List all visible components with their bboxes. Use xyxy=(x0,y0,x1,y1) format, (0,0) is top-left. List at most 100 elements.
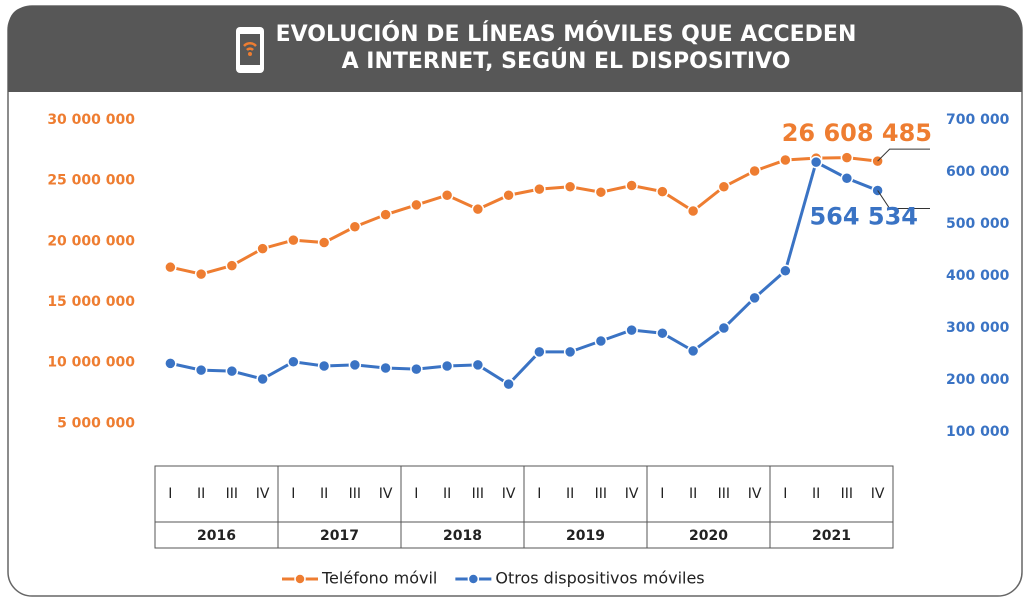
point xyxy=(563,345,577,359)
y-tick-label: 25 000 000 xyxy=(47,173,135,189)
x-tick-label: III xyxy=(841,486,853,502)
x-tick-label: III xyxy=(718,486,730,502)
title-line: EVOLUCIÓN DE LÍNEAS MÓVILES QUE ACCEDEN xyxy=(276,21,857,47)
point xyxy=(656,326,669,340)
year-label: 2019 xyxy=(566,528,605,544)
x-tick-label: II xyxy=(689,486,697,502)
point xyxy=(471,202,485,216)
point xyxy=(563,180,577,193)
x-tick-label: I xyxy=(414,486,418,502)
point xyxy=(533,345,546,359)
point xyxy=(287,233,300,247)
x-tick-label: III xyxy=(472,486,484,502)
x-tick-label: IV xyxy=(625,486,639,502)
legend-marker xyxy=(294,573,306,585)
x-tick-label: IV xyxy=(502,486,516,502)
point xyxy=(656,185,669,198)
x-tick-label: II xyxy=(812,486,820,502)
year-label: 2016 xyxy=(197,528,236,544)
phone-icon xyxy=(236,27,264,73)
x-tick-label: IV xyxy=(871,486,885,502)
point xyxy=(748,291,761,305)
x-tick-label: I xyxy=(291,486,295,502)
y2-tick-label: 500 000 xyxy=(946,216,1010,232)
x-tick-label: I xyxy=(783,486,787,502)
legend-marker xyxy=(467,573,480,585)
point xyxy=(348,358,362,372)
x-tick-label: III xyxy=(349,486,361,502)
point xyxy=(625,323,638,337)
x-tick-label: II xyxy=(443,486,451,502)
value-label: 564 534 xyxy=(809,202,918,230)
point xyxy=(410,198,423,212)
point xyxy=(533,182,546,196)
point xyxy=(379,208,392,221)
point xyxy=(256,242,269,255)
point xyxy=(348,220,362,234)
point xyxy=(717,321,731,335)
y-tick-label: 20 000 000 xyxy=(47,233,135,249)
point xyxy=(471,358,485,372)
x-tick-label: III xyxy=(595,486,607,502)
x-tick-label: II xyxy=(320,486,328,502)
point xyxy=(317,359,331,373)
point xyxy=(594,185,608,199)
callout-line xyxy=(877,190,930,209)
x-tick-label: IV xyxy=(748,486,762,502)
frame xyxy=(7,5,1023,597)
point xyxy=(194,267,208,281)
year-label: 2021 xyxy=(812,528,851,544)
value-label: 26 608 485 xyxy=(782,119,932,147)
point xyxy=(164,260,177,274)
y2-tick-label: 700 000 xyxy=(946,112,1010,128)
point xyxy=(379,361,392,375)
y-tick-label: 10 000 000 xyxy=(47,355,135,371)
point xyxy=(717,180,731,193)
x-tick-label: IV xyxy=(256,486,270,502)
point xyxy=(594,334,608,348)
y-tick-label: 5 000 000 xyxy=(57,415,135,431)
point xyxy=(809,155,823,169)
point xyxy=(225,364,239,378)
y-tick-label: 15 000 000 xyxy=(47,294,135,310)
x-tick-label: I xyxy=(168,486,172,502)
y2-tick-label: 200 000 xyxy=(946,372,1010,388)
x-tick-label: II xyxy=(197,486,205,502)
point xyxy=(440,359,454,373)
year-label: 2018 xyxy=(443,528,482,544)
y2-tick-label: 600 000 xyxy=(946,164,1010,180)
legend-label: Otros dispositivos móviles xyxy=(495,569,704,588)
point xyxy=(225,259,239,272)
title-line: A INTERNET, SEGÚN EL DISPOSITIVO xyxy=(342,48,791,74)
x-tick-label: I xyxy=(660,486,664,502)
point xyxy=(779,153,792,167)
point xyxy=(625,179,638,192)
y2-tick-label: 300 000 xyxy=(946,320,1010,336)
x-tick-label: III xyxy=(226,486,238,502)
x-tick-label: IV xyxy=(379,486,393,502)
point xyxy=(748,164,761,178)
point xyxy=(840,151,854,164)
x-tick-label: I xyxy=(537,486,541,502)
point xyxy=(686,204,700,218)
point xyxy=(686,344,700,358)
point xyxy=(194,363,208,377)
y2-tick-label: 100 000 xyxy=(946,424,1010,440)
year-label: 2020 xyxy=(689,528,728,544)
callout-line xyxy=(877,148,930,162)
point xyxy=(779,264,792,278)
legend-label: Teléfono móvil xyxy=(321,569,437,588)
point xyxy=(502,188,515,202)
point xyxy=(440,188,454,202)
year-label: 2017 xyxy=(320,528,359,544)
point xyxy=(840,171,854,185)
x-tick-label: II xyxy=(566,486,574,502)
y-tick-label: 30 000 000 xyxy=(47,112,135,128)
point xyxy=(256,372,269,386)
point xyxy=(164,357,177,370)
point xyxy=(317,236,331,249)
y2-tick-label: 400 000 xyxy=(946,268,1010,284)
point xyxy=(410,362,423,376)
point xyxy=(287,355,300,369)
